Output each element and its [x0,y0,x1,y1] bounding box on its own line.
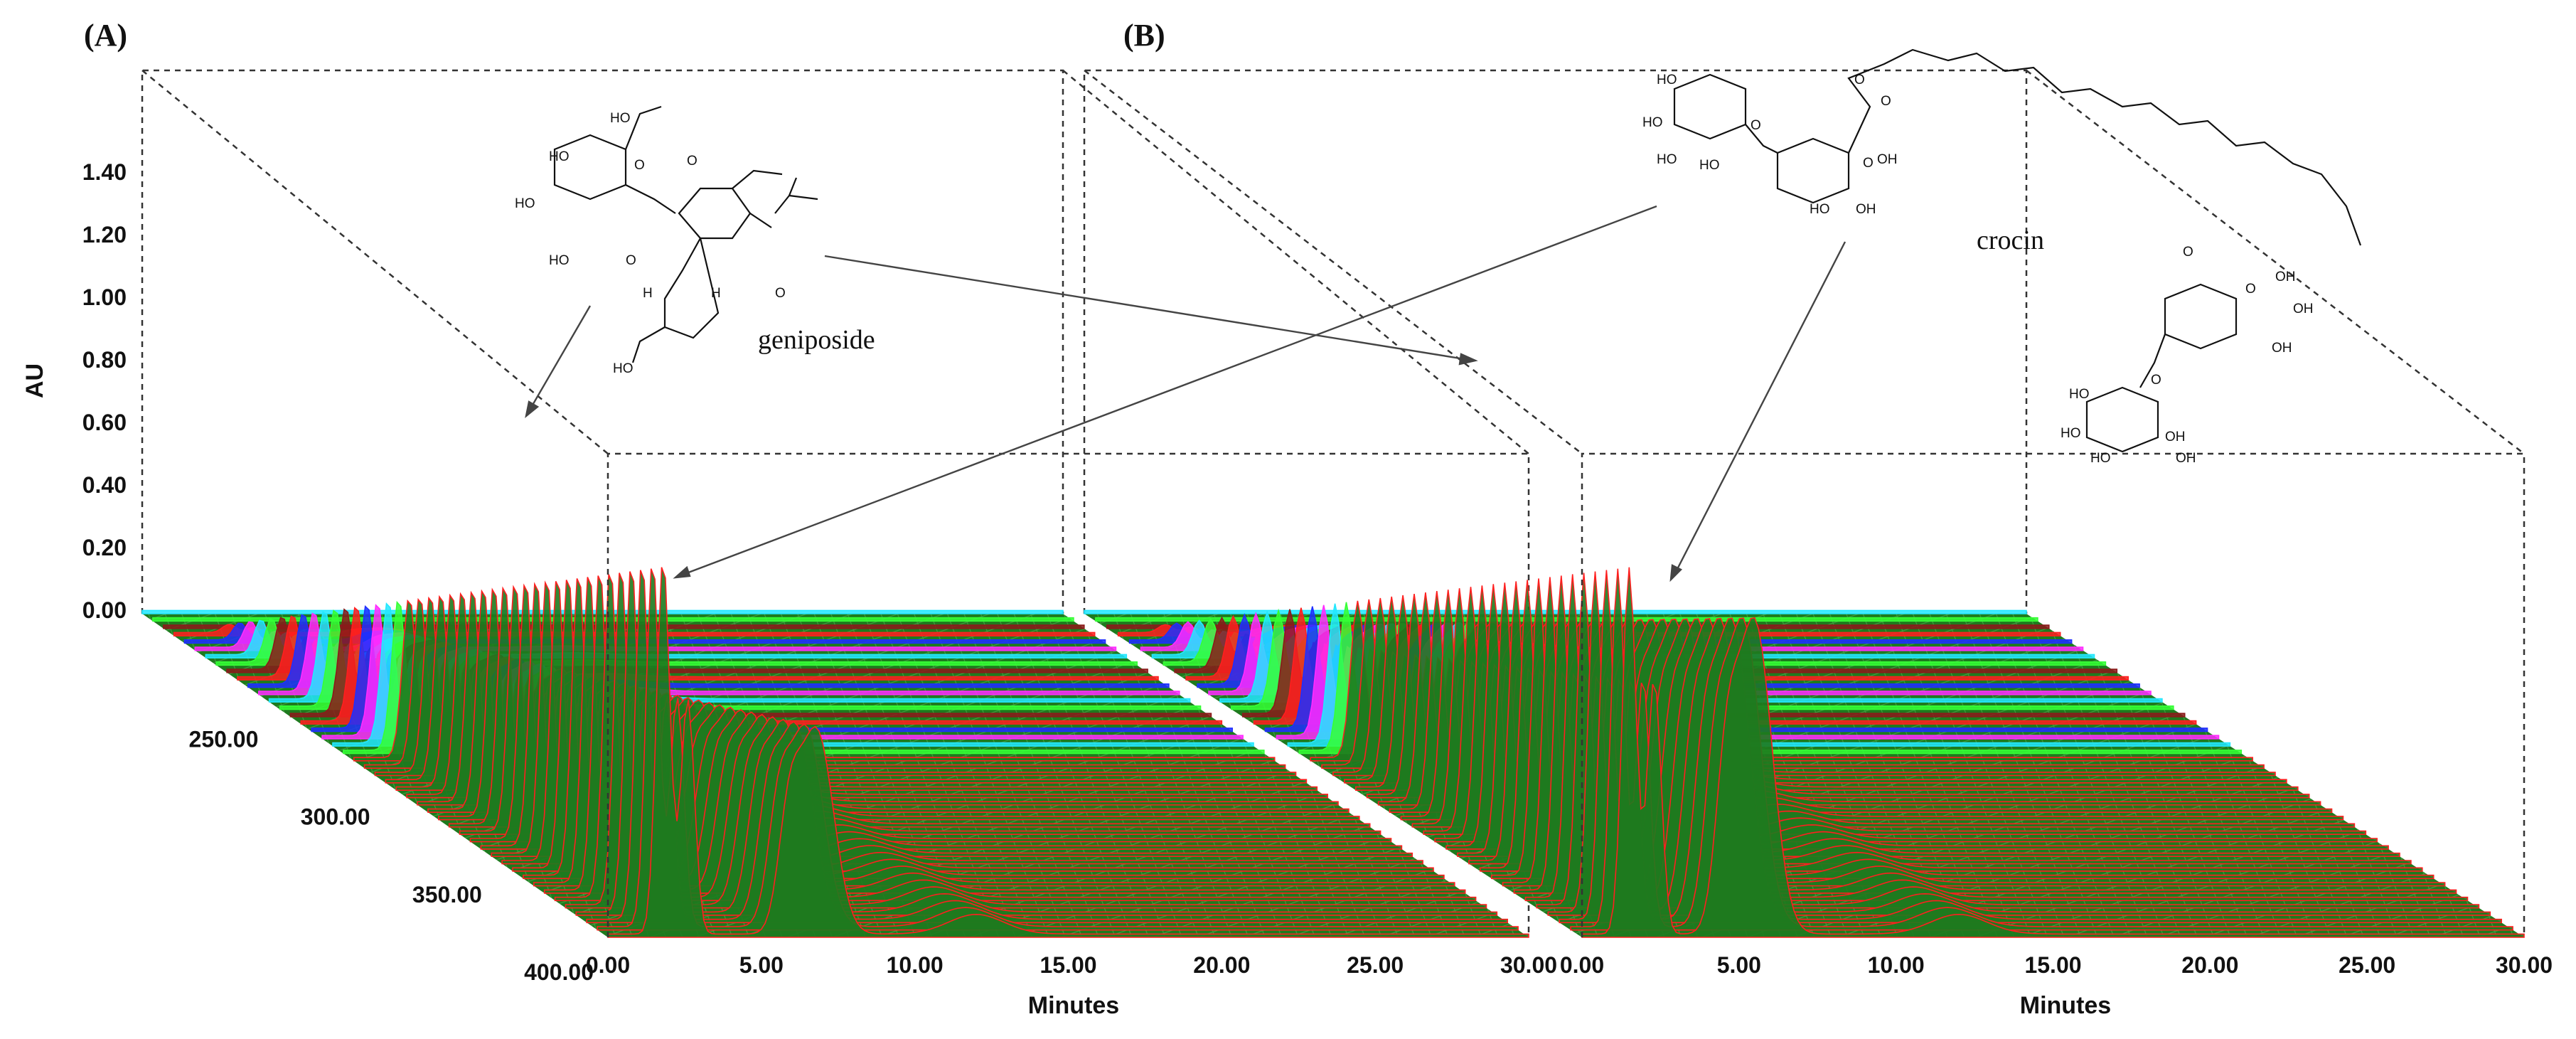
crocin-atom: OH [2293,302,2314,316]
y-tick-label: 0.20 [82,535,127,560]
crocin-atom: O [2151,373,2161,388]
y-tick-label: 0.60 [82,410,127,435]
panel-a-y-axis: 0.00 0.20 0.40 0.60 0.80 1.00 1.20 1.40 [82,159,127,623]
panel-b-label: (B) [1123,18,1165,53]
crocin-atom: HO [1657,73,1677,87]
geniposide-atom: O [687,154,698,169]
crocin-atom: O [1863,156,1874,171]
geniposide-atom: HO [549,149,570,164]
y-tick-label: 0.40 [82,472,127,498]
crocin-atom: HO [2090,451,2111,466]
geniposide-atom: HO [515,196,535,211]
crocin-atom: OH [2272,341,2292,356]
geniposide-atom: O [634,158,645,173]
x-tick-label: 10.00 [1868,952,1925,978]
x-tick-label: 30.00 [1500,952,1557,978]
x-tick-label: 0.00 [586,952,630,978]
crocin-atom: OH [1856,202,1876,217]
spectrum-trace [1581,567,2525,938]
geniposide-structure [553,105,818,363]
crocin-atom: OH [2165,430,2186,444]
crocin-atom: OH [2275,270,2296,284]
x-tick-label: 20.00 [2181,952,2238,978]
panel-b-traces [1084,567,2525,938]
crocin-atom: HO [1642,115,1663,130]
panel-a-x-label: Minutes [1028,992,1119,1019]
crocin-structure [1673,48,2362,453]
spectrum-trace [607,567,1529,938]
y-tick-label: 1.00 [82,284,127,310]
z-tick-label: 400.00 [524,959,594,985]
frame-connector [1084,70,2525,454]
crocin-atom: HO [1810,202,1830,217]
panel-b-frame [1083,69,2028,614]
frame-back-edge [1083,69,2028,614]
crocin-atoms: HO HO HO HO O O O HO OH OH O O O OH OH O… [1642,73,2314,466]
crocin-atom: OH [1877,152,1898,167]
y-tick-label: 1.20 [82,222,127,247]
y-tick-label: 0.80 [82,347,127,373]
panel-b-x-axis: 0.00 5.00 10.00 15.00 20.00 25.00 30.00 [1560,952,2553,978]
crocin-atom: O [2245,282,2256,297]
x-tick-label: 10.00 [887,952,944,978]
crocin-atom: O [1854,73,1865,87]
x-tick-label: 20.00 [1193,952,1250,978]
geniposide-atom: H [711,286,721,301]
panel-a-frame [141,69,1064,614]
geniposide-label: geniposide [758,325,875,355]
crocin-atom: O [2183,245,2193,260]
y-tick-label: 0.00 [82,597,127,623]
x-tick-label: 15.00 [1040,952,1096,978]
annotation-arrows [525,205,1847,582]
panel-a-label: (A) [84,18,127,53]
panel-a-x-axis: 0.00 5.00 10.00 15.00 20.00 25.00 30.00 [586,952,1557,978]
panel-a-y-label: AU [21,363,48,398]
panel-a: (A) 0.00 0.20 0.40 0.60 0.80 1.00 1.20 1.40 250… [21,18,1557,1019]
panel-b-frame-front [1084,70,2526,937]
crocin-atom: HO [1699,158,1720,173]
geniposide-atom: O [626,253,636,268]
z-tick-label: 250.00 [189,726,259,752]
crocin-atom: HO [2069,387,2090,402]
x-tick-label: 5.00 [739,952,784,978]
x-tick-label: 30.00 [2496,952,2553,978]
geniposide-atom: HO [610,111,631,126]
spectrum-trace [1084,609,2027,614]
geniposide-atom: O [775,286,786,301]
geniposide-atoms: HO HO HO HO O O O H H HO O geniposide [515,111,875,376]
y-tick-label: 1.40 [82,159,127,185]
x-tick-label: 25.00 [2339,952,2395,978]
x-tick-label: 0.00 [1560,952,1604,978]
panel-a-z-axis: 250.00 300.00 350.00 400.00 [189,726,594,985]
x-tick-label: 15.00 [2024,952,2081,978]
crocin-atom: OH [2176,451,2196,466]
frame-back-edge [141,69,1064,614]
geniposide-atom: HO [613,361,634,376]
x-tick-label: 25.00 [1347,952,1404,978]
geniposide-atom: HO [549,253,570,268]
crocin-label: crocin [1977,225,2044,255]
crocin-atom: HO [2061,426,2081,441]
z-tick-label: 300.00 [301,804,370,830]
x-tick-label: 5.00 [1717,952,1761,978]
panel-b: (B) 0.00 5.00 10.00 15.00 20.00 25.00 30.00 Mi… [1083,18,2553,1019]
spectrum-trace [1095,617,2038,622]
geniposide-atom: H [643,286,653,301]
crocin-atom: O [1881,94,1891,109]
panel-b-x-label: Minutes [2020,992,2111,1019]
frame-front-edge [1581,452,2526,937]
panel-a-traces [141,567,1529,938]
frame-connector [141,70,1529,454]
crocin-atom: O [1751,118,1761,133]
z-tick-label: 350.00 [412,882,482,907]
crocin-atom: HO [1657,152,1677,167]
